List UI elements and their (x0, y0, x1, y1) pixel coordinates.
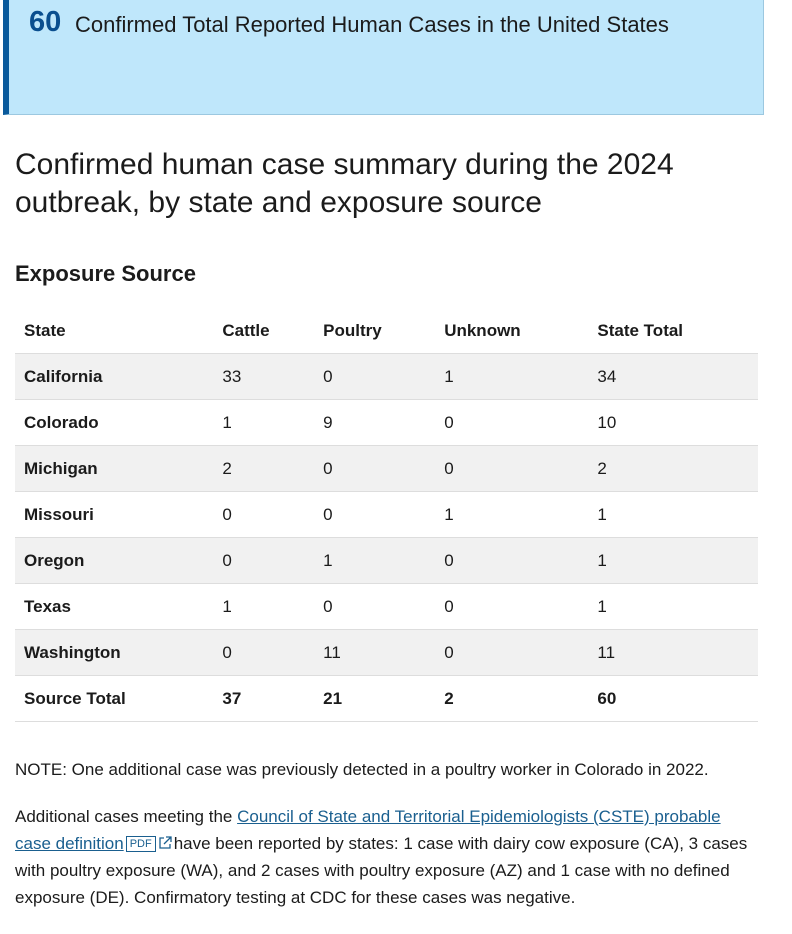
case-count: 60 (29, 6, 62, 38)
cell: Texas (15, 583, 214, 630)
text: have been reported by states: 1 case wit… (15, 834, 748, 907)
cell: 2 (588, 445, 758, 492)
text: Additional cases meeting the (15, 807, 233, 826)
cell: 0 (213, 491, 315, 538)
cell: 0 (435, 399, 589, 446)
heading: Confirmed human case summary during the … (15, 148, 674, 219)
row: Oregon 0 1 0 1 (15, 537, 758, 584)
subheading: Exposure Source (15, 261, 196, 286)
cell: 1 (314, 537, 436, 584)
cell: 1 (588, 491, 758, 538)
cell: 10 (588, 399, 758, 446)
cell: 34 (588, 353, 758, 400)
cell: 1 (588, 583, 758, 630)
cell: Source Total (15, 675, 214, 722)
cell: 21 (314, 675, 436, 722)
cell: Michigan (15, 445, 214, 492)
row: Missouri 0 0 1 1 (15, 491, 758, 538)
column-header: Poultry (314, 308, 436, 354)
cell: 2 (213, 445, 315, 492)
cell: 0 (314, 491, 436, 538)
row: Washington 0 11 0 11 (15, 629, 758, 676)
column-header: State (15, 308, 214, 354)
cell: 0 (435, 445, 589, 492)
row: Michigan 2 0 0 2 (15, 445, 758, 492)
cell: 0 (314, 583, 436, 630)
cell: 33 (213, 353, 315, 400)
cell: Missouri (15, 491, 214, 538)
cell: 11 (588, 629, 758, 676)
column-header: State Total (588, 308, 758, 354)
cell: 1 (213, 399, 315, 446)
row: California 33 0 1 34 (15, 353, 758, 400)
cell: 37 (213, 675, 315, 722)
cell: Colorado (15, 399, 214, 446)
pdf-badge: PDF (125, 836, 156, 852)
cell: 11 (314, 629, 436, 676)
header-row: State Cattle Poultry Unknown State Total (15, 308, 758, 354)
paragraph: Additional cases meeting the Council of … (15, 803, 760, 911)
cell: Oregon (15, 537, 214, 584)
cell: 0 (435, 537, 589, 584)
total-row: Source Total 37 21 2 60 (15, 675, 758, 722)
external-icon (159, 836, 172, 849)
cell: 0 (435, 629, 589, 676)
cell: 0 (213, 537, 315, 584)
banner-title: Confirmed Total Reported Human Cases in … (75, 12, 669, 37)
cell: 0 (213, 629, 315, 676)
column-header: Unknown (435, 308, 589, 354)
case-table: State Cattle Poultry Unknown State Total Cali… (15, 308, 758, 722)
cell: 0 (314, 445, 436, 492)
cell: 2 (435, 675, 589, 722)
cell: 1 (213, 583, 315, 630)
cell: 0 (314, 353, 436, 400)
cell: California (15, 353, 214, 400)
row: Colorado 1 9 0 10 (15, 399, 758, 446)
banner: 60 Confirmed Total Reported Human Cases … (3, 0, 764, 115)
cell: Washington (15, 629, 214, 676)
cell: 0 (435, 583, 589, 630)
cell: 1 (588, 537, 758, 584)
cell: 1 (435, 491, 589, 538)
note: NOTE: One additional case was previously… (15, 760, 709, 779)
row: Texas 1 0 0 1 (15, 583, 758, 630)
link[interactable]: Council of State and Territorial Epidemi… (15, 807, 721, 853)
column-header: Cattle (213, 308, 315, 354)
cell: 9 (314, 399, 436, 446)
cell: 60 (588, 675, 758, 722)
cell: 1 (435, 353, 589, 400)
